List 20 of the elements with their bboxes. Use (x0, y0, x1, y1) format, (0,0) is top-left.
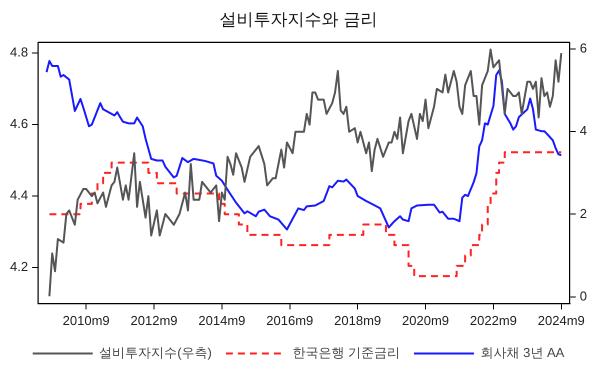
legend-label: 설비투자지수(우측) (99, 345, 212, 360)
y2-tick-label: 6 (580, 40, 588, 56)
x-tick-label: 2024m9 (538, 312, 585, 328)
y-tick-label: 4.6 (10, 116, 28, 132)
x-tick-label: 2016m9 (266, 312, 314, 328)
x-tick-label: 2018m9 (334, 312, 382, 328)
x-tick-label: 2020m9 (402, 312, 450, 328)
y2-tick-label: 2 (580, 206, 588, 221)
y-tick-label: 4.4 (10, 188, 28, 203)
y-tick-label: 4.8 (10, 44, 28, 60)
y2-tick-label: 0 (580, 288, 588, 304)
x-tick-label: 2012m9 (130, 312, 178, 328)
y2-tick-label: 4 (580, 123, 588, 138)
chart-title: 설비투자지수와 금리 (220, 10, 378, 29)
x-tick-label: 2014m9 (198, 312, 246, 328)
y-tick-label: 4.2 (10, 259, 28, 274)
x-tick-label: 2010m9 (62, 312, 110, 328)
legend-label: 한국은행 기준금리 (292, 345, 400, 360)
legend-label: 회사채 3년 AA (480, 345, 565, 360)
x-tick-label: 2022m9 (470, 312, 517, 328)
